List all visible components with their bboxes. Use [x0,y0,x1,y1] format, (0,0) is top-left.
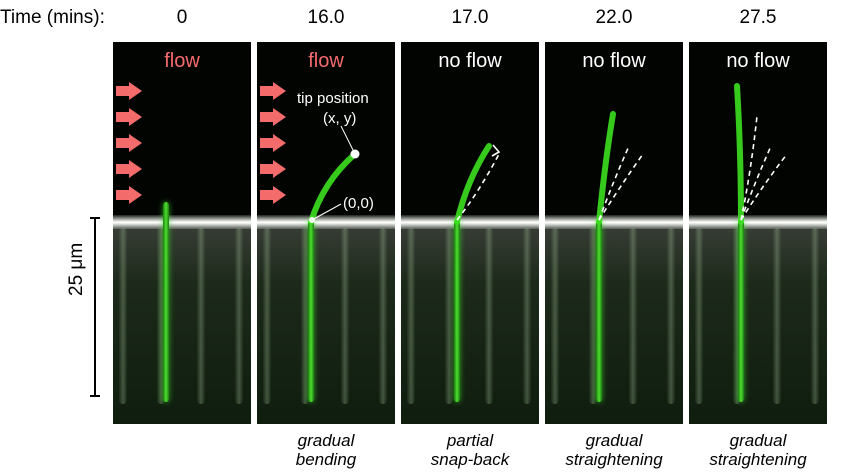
cilium-base [738,220,744,402]
panel-caption: partial snap-back [430,431,510,469]
micrograph-panel-1: flow [113,42,251,424]
flow-arrow-icon [116,108,142,126]
scale-bar-label: 25 μm [66,242,87,296]
flow-arrow-icon [260,160,286,178]
time-value: 0 [176,7,188,28]
panel-caption: gradual straightening [565,431,663,469]
panel-caption: gradual straightening [709,431,807,469]
cilium-base [454,220,460,402]
flow-state-label: flow [308,50,344,72]
time-axis-label: Time (mins): [0,7,105,28]
time-value: 22.0 [595,7,633,28]
flow-arrow-icon [116,134,142,152]
flow-arrow-icon [116,160,142,178]
straightening-cilium [596,111,644,225]
flow-state-label: flow [164,50,200,72]
tip-coords-label: (x, y) [323,110,357,127]
flow-state-label: no flow [438,50,502,72]
cilium [163,202,169,402]
micrograph-panel-4: no flow [545,42,683,424]
tip-position-label: tip position [297,90,369,107]
flow-arrow-icon [116,82,142,100]
straightening-cilium [734,83,788,225]
cilium-base [308,220,314,402]
flow-state-label: no flow [726,50,790,72]
flow-arrow-icon [260,134,286,152]
flow-arrow-icon [260,82,286,100]
origin-label: (0,0) [343,195,374,212]
time-value: 17.0 [451,7,489,28]
flow-state-label: no flow [582,50,646,72]
flow-arrow-icon [116,186,142,204]
scale-bar [90,217,100,397]
flow-arrow-icon [260,186,286,204]
bent-cilium [308,125,360,225]
snap-back-cilium [454,143,501,225]
flow-arrow-icon [260,108,286,126]
micrograph-panel-2: flow tip position (x, y) (0,0) [257,42,395,424]
cilium-base [596,220,602,402]
panel-caption: gradual bending [295,431,357,469]
micrograph-panel-5: no flow [689,42,827,424]
micrograph-panel-3: no flow [401,42,539,424]
time-value: 27.5 [739,7,777,28]
time-value: 16.0 [307,7,345,28]
